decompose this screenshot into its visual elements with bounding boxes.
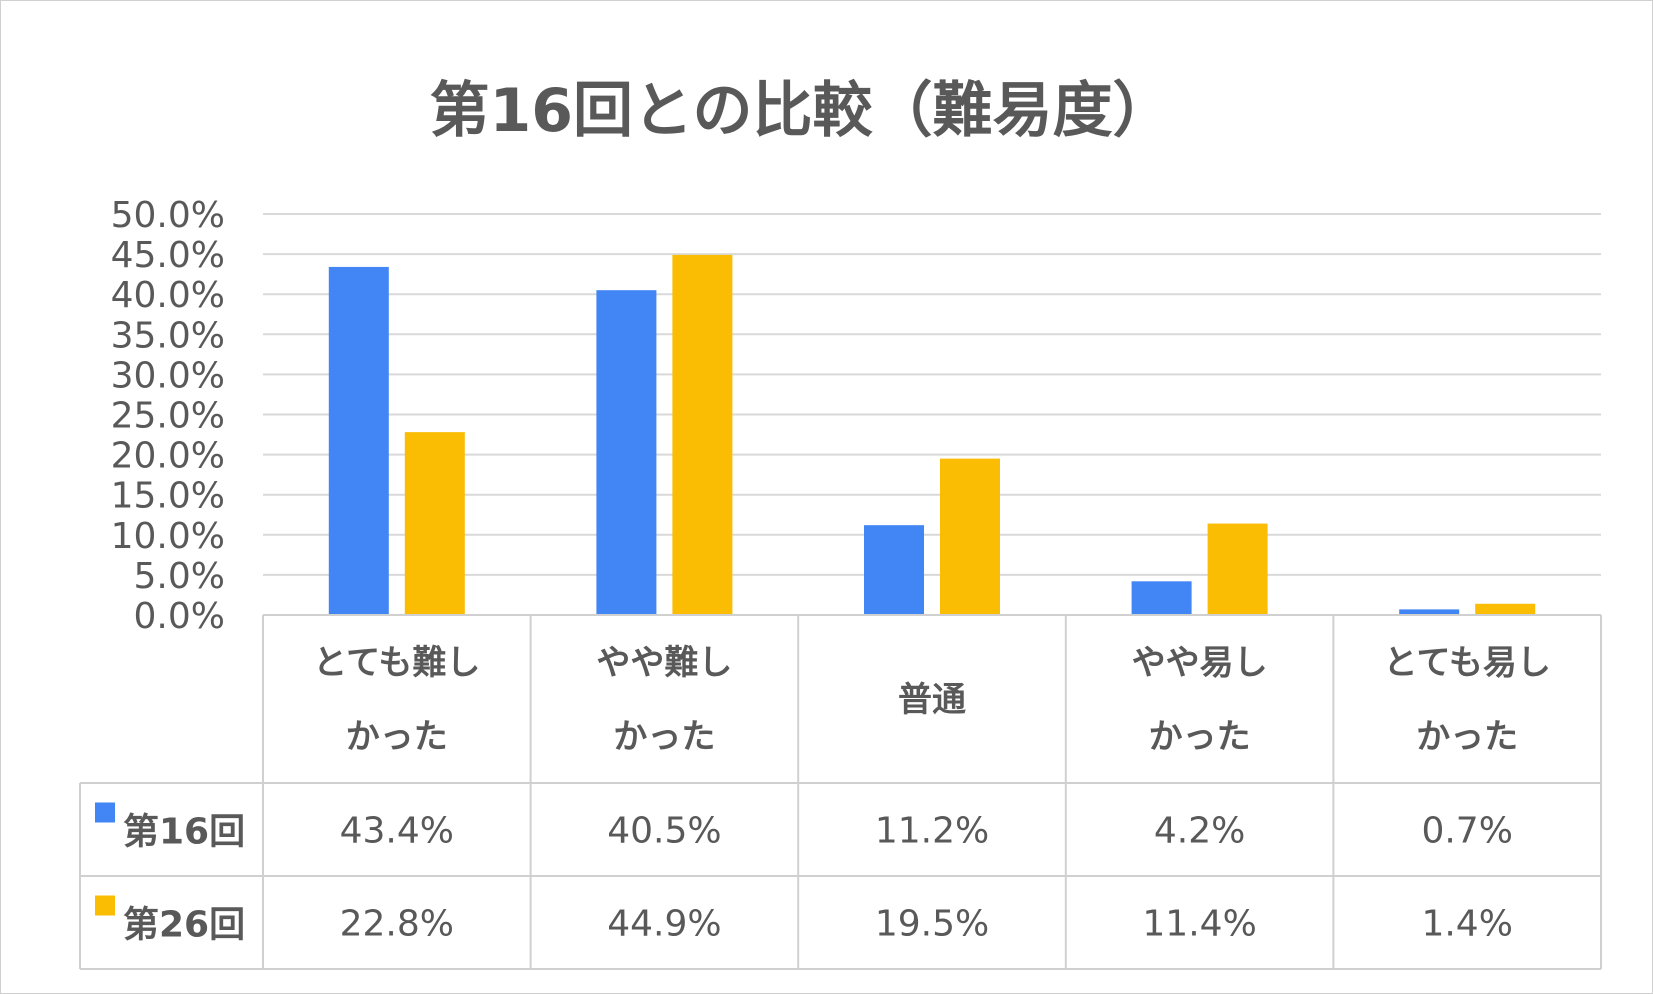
legend-swatch-2 <box>95 895 115 916</box>
category-label: 普通 <box>898 680 966 720</box>
y-tick-label: 45.0% <box>111 235 225 276</box>
y-tick-label: 10.0% <box>111 516 225 557</box>
y-tick-label: 30.0% <box>111 355 225 396</box>
y-tick-label: 20.0% <box>111 436 225 477</box>
data-label-2-5: 1.4% <box>1421 904 1512 945</box>
data-label-2-2: 44.9% <box>607 904 721 945</box>
category-label: やや易し <box>1132 643 1268 683</box>
y-tick-label: 5.0% <box>134 556 225 597</box>
data-label-1-3: 11.2% <box>875 811 989 852</box>
y-tick-label: 35.0% <box>111 315 225 356</box>
bar-1-3 <box>864 525 924 615</box>
category-label: かった <box>346 717 448 757</box>
bars <box>328 254 1536 616</box>
bar-2-5 <box>1475 603 1536 615</box>
category-label: かった <box>613 717 715 757</box>
category-label: とても易し <box>1384 643 1551 683</box>
legend-swatch-1 <box>95 802 115 823</box>
y-tick-label: 15.0% <box>111 476 225 517</box>
data-label-2-4: 11.4% <box>1142 904 1256 945</box>
legend-label-1: 第16回 <box>123 812 245 853</box>
y-tick-label: 50.0% <box>111 195 225 236</box>
data-label-1-5: 0.7% <box>1421 811 1512 852</box>
y-axis-ticks: 0.0%5.0%10.0%15.0%20.0%25.0%30.0%35.0%40… <box>111 195 225 637</box>
bar-1-1 <box>328 266 389 615</box>
bar-2-1 <box>404 432 465 615</box>
y-tick-label: 40.0% <box>111 275 225 316</box>
data-label-2-1: 22.8% <box>340 904 454 945</box>
chart-title: 第16回との比較（難易度） <box>430 76 1173 146</box>
data-label-1-2: 40.5% <box>607 811 721 852</box>
data-label-2-3: 19.5% <box>875 904 989 945</box>
bar-1-5 <box>1399 609 1460 615</box>
bar-2-2 <box>672 254 733 616</box>
legend-label-2: 第26回 <box>123 905 245 946</box>
category-label: やや難し <box>596 643 732 683</box>
category-label: かった <box>1149 717 1251 757</box>
data-label-1-4: 4.2% <box>1154 811 1245 852</box>
y-tick-label: 0.0% <box>134 596 225 637</box>
category-label: とても難し <box>313 643 480 683</box>
y-tick-label: 25.0% <box>111 396 225 437</box>
bar-1-4 <box>1131 581 1192 615</box>
bar-1-2 <box>596 290 657 615</box>
gridlines <box>263 213 1601 616</box>
bar-2-4 <box>1207 523 1268 615</box>
category-label: かった <box>1416 717 1518 757</box>
data-label-1-1: 43.4% <box>340 811 454 852</box>
bar-2-3 <box>940 458 1000 615</box>
